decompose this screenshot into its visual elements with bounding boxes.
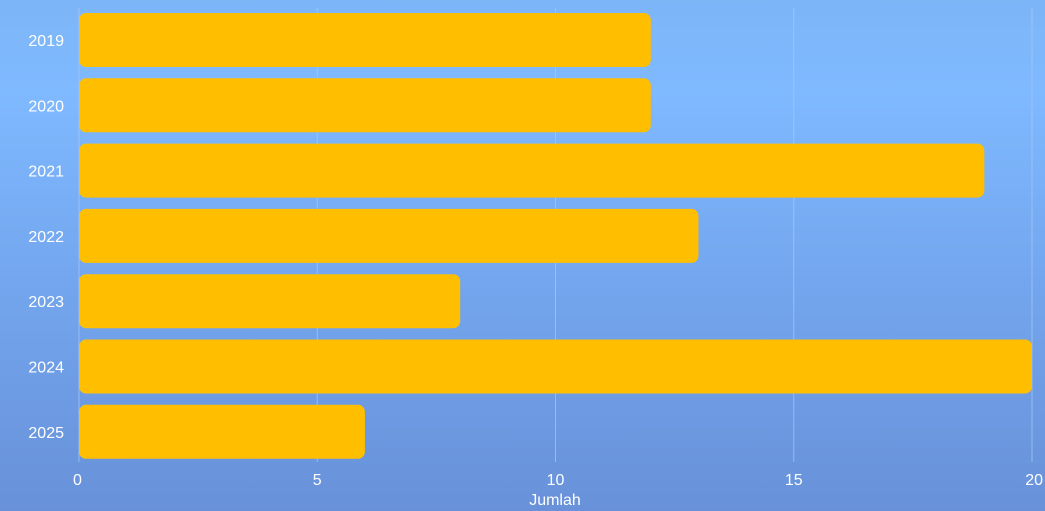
x-tick-label-10: 10 bbox=[547, 472, 565, 489]
bar-2021 bbox=[79, 143, 985, 198]
bar-2020 bbox=[79, 78, 651, 133]
bar-2019 bbox=[79, 13, 651, 67]
bar-2023 bbox=[79, 274, 461, 329]
y-tick-label-2021: 2021 bbox=[28, 164, 64, 181]
x-axis-title: Jumlah bbox=[529, 492, 581, 509]
x-tick-label-15: 15 bbox=[785, 472, 803, 489]
bar-2024 bbox=[79, 339, 1032, 394]
bar-2025 bbox=[79, 404, 365, 459]
x-tick-label-5: 5 bbox=[313, 472, 322, 489]
y-tick-labels: 2019 2020 2021 2022 2023 2024 2025 bbox=[28, 33, 64, 442]
y-tick-label-2024: 2024 bbox=[28, 360, 64, 377]
y-tick-label-2019: 2019 bbox=[28, 33, 64, 50]
x-tick-label-0: 0 bbox=[73, 472, 82, 489]
bar-2022 bbox=[79, 208, 699, 263]
y-tick-label-2020: 2020 bbox=[28, 98, 64, 115]
x-tick-label-20: 20 bbox=[1025, 472, 1043, 489]
bars bbox=[79, 13, 1032, 459]
x-tick-labels: 0 5 10 15 20 bbox=[73, 472, 1043, 489]
y-tick-label-2025: 2025 bbox=[28, 425, 64, 442]
y-tick-label-2022: 2022 bbox=[28, 229, 64, 246]
y-tick-label-2023: 2023 bbox=[28, 294, 64, 311]
